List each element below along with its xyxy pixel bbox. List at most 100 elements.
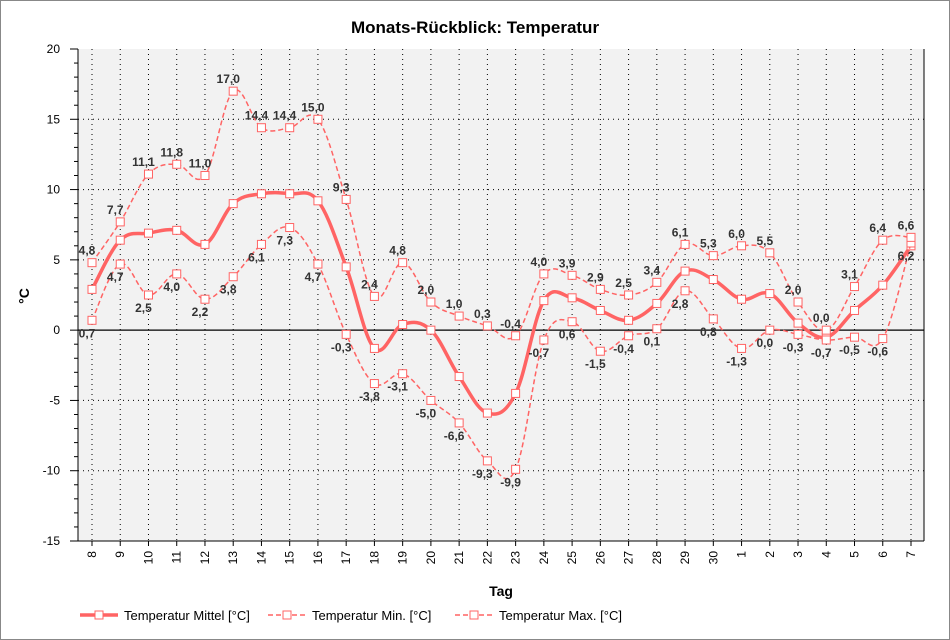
y-tick-label: 10 <box>47 183 61 197</box>
data-label: 0,3 <box>474 307 491 321</box>
x-tick-label: 28 <box>650 551 664 565</box>
data-label: 5,5 <box>756 234 773 248</box>
data-point <box>454 418 464 428</box>
data-label: 9,3 <box>333 180 350 194</box>
data-point <box>652 324 662 334</box>
series-max: 4,8 7,7 11,1 11,8 11,0 17,0 14,4 14,4 15,0 9,3 2,4… <box>79 72 916 341</box>
x-tick-label: 10 <box>141 551 155 565</box>
data-label: 2,2 <box>192 305 209 319</box>
data-point <box>595 284 605 294</box>
y-tick-label: -10 <box>43 464 61 478</box>
y-tick-label: 15 <box>47 112 61 126</box>
data-label: 2,9 <box>587 270 604 284</box>
data-point <box>285 223 295 233</box>
data-label: 0,7 <box>79 326 96 340</box>
data-point <box>906 232 916 242</box>
data-point <box>313 114 323 124</box>
data-point <box>256 189 266 199</box>
data-point <box>285 189 295 199</box>
data-label: -3,8 <box>359 390 380 404</box>
y-tick-label: -5 <box>49 393 60 407</box>
data-point <box>567 293 577 303</box>
legend-label: Temperatur Max. [°C] <box>499 608 622 623</box>
data-point <box>341 329 351 339</box>
data-label: 6,2 <box>898 249 915 263</box>
data-label: 5,3 <box>700 237 717 251</box>
data-point <box>878 334 888 344</box>
data-label: 6,4 <box>869 221 886 235</box>
data-point <box>228 272 238 282</box>
data-label: 3,4 <box>643 263 660 277</box>
data-point <box>539 296 549 306</box>
data-point <box>341 262 351 272</box>
y-tick-label: 5 <box>53 253 60 267</box>
chart-title: Monats-Rückblick: Temperatur <box>351 18 600 37</box>
data-label: 7,7 <box>107 203 124 217</box>
legend-marker <box>469 610 479 620</box>
x-tick-label: 22 <box>480 551 494 565</box>
x-tick-label: 27 <box>622 551 636 565</box>
x-tick-label: 19 <box>396 551 410 565</box>
data-point <box>793 329 803 339</box>
x-tick-label: 4 <box>819 551 833 558</box>
data-label: -3,1 <box>387 380 408 394</box>
x-tick-label: 23 <box>509 551 523 565</box>
data-point <box>737 343 747 353</box>
data-point <box>341 194 351 204</box>
data-label: 2,0 <box>785 283 802 297</box>
data-point <box>200 171 210 181</box>
data-point <box>200 294 210 304</box>
data-point <box>172 225 182 235</box>
x-tick-label: 7 <box>904 551 918 558</box>
legend-label: Temperatur Min. [°C] <box>312 608 431 623</box>
data-point <box>737 294 747 304</box>
data-point <box>624 315 634 325</box>
data-point <box>482 321 492 331</box>
data-label: 6,1 <box>248 250 265 264</box>
data-label: -0,6 <box>867 345 888 359</box>
x-tick-label: 29 <box>678 551 692 565</box>
x-tick-label: 26 <box>593 551 607 565</box>
data-point <box>256 123 266 133</box>
data-label: 0,0 <box>813 311 830 325</box>
data-point <box>143 169 153 179</box>
x-tick-label: 16 <box>311 551 325 565</box>
data-point <box>850 305 860 315</box>
data-point <box>398 369 408 379</box>
data-point <box>454 311 464 321</box>
data-point <box>256 239 266 249</box>
data-label: 6,1 <box>672 225 689 239</box>
data-label: 4,7 <box>305 270 322 284</box>
data-point <box>821 325 831 335</box>
legend-marker <box>94 610 104 620</box>
x-tick-label: 18 <box>367 551 381 565</box>
data-point <box>850 332 860 342</box>
x-tick-label: 12 <box>198 551 212 565</box>
data-label: 2,8 <box>672 297 689 311</box>
data-label: 0,8 <box>700 325 717 339</box>
data-point <box>511 388 521 398</box>
data-label: 11,8 <box>160 145 183 159</box>
series-min: 0,74,72,54,02,23,86,17,34,7-0,3-3,8-3,1-… <box>79 223 916 489</box>
data-point <box>369 343 379 353</box>
data-label: -5,0 <box>416 406 437 420</box>
x-tick-label: 5 <box>848 551 862 558</box>
data-point <box>200 239 210 249</box>
data-label: -9,3 <box>472 467 493 481</box>
data-label: -0,7 <box>811 346 832 360</box>
data-point <box>454 372 464 382</box>
data-label: 6,0 <box>728 227 745 241</box>
data-label: -1,5 <box>585 357 606 371</box>
data-label: -9,9 <box>500 475 521 489</box>
x-tick-label: 21 <box>452 551 466 565</box>
data-point <box>426 325 436 335</box>
data-label: 14,4 <box>245 109 269 123</box>
legend-marker <box>282 610 292 620</box>
data-label: -0,5 <box>839 343 860 357</box>
data-point <box>595 305 605 315</box>
data-label: 0,1 <box>643 335 660 349</box>
data-point <box>793 318 803 328</box>
data-point <box>87 315 97 325</box>
data-point <box>652 277 662 287</box>
